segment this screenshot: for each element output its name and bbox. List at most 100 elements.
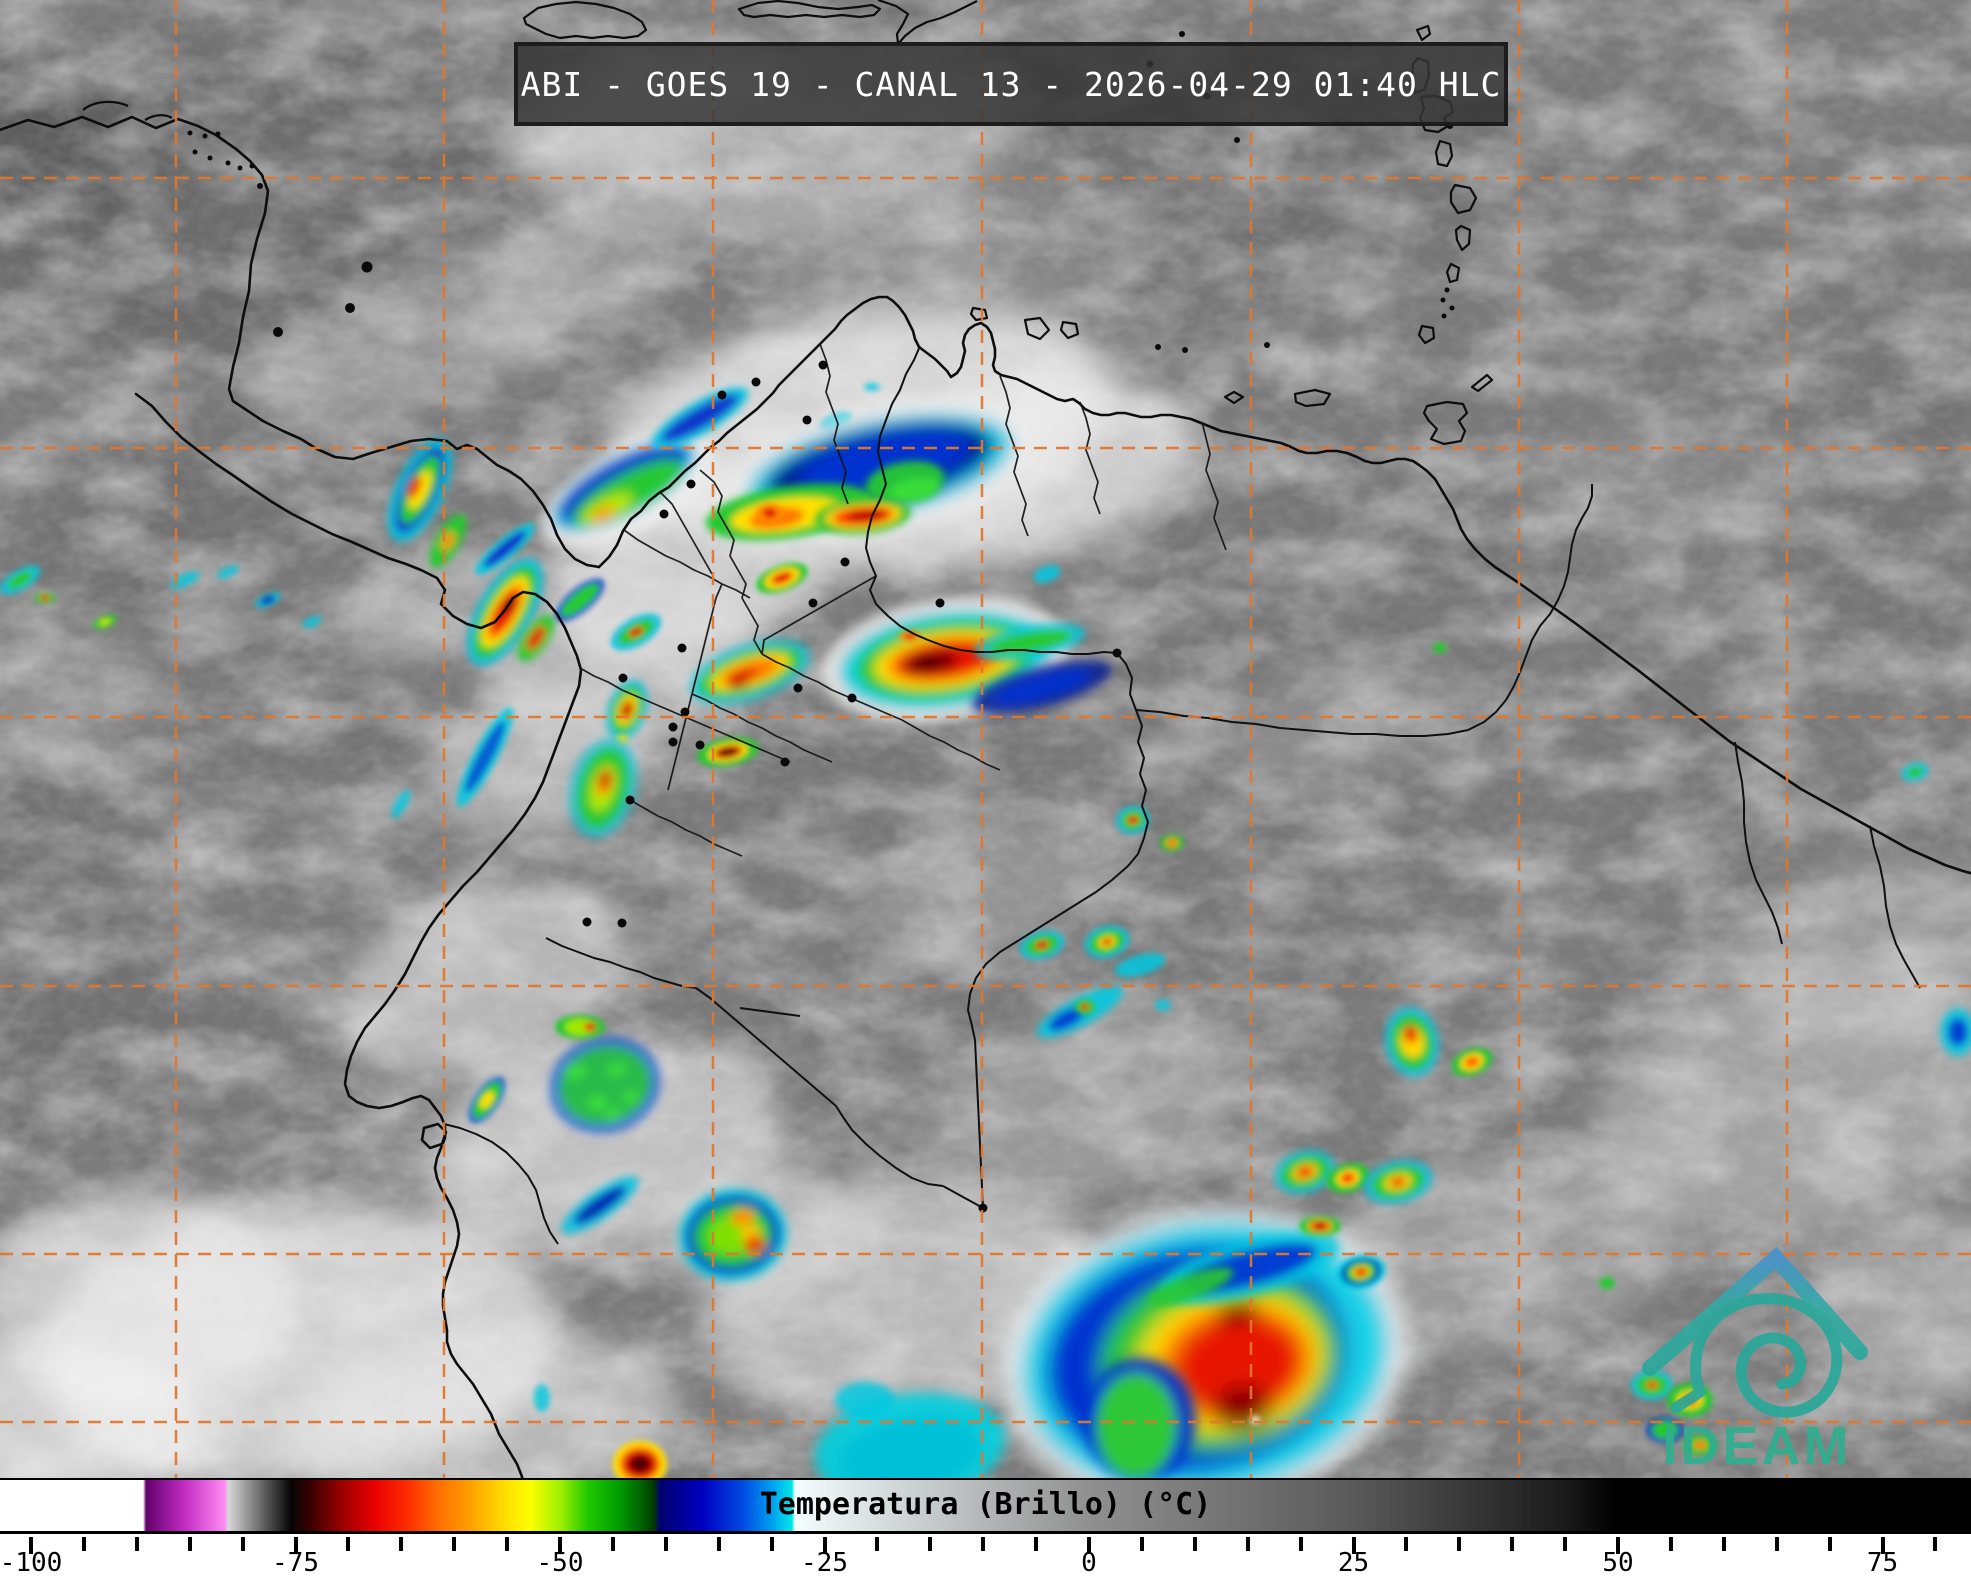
city-dot — [625, 795, 635, 805]
storm-cell-layer — [631, 1456, 649, 1472]
colorbar-tick — [346, 1537, 351, 1551]
storm-cell-layer — [1465, 1056, 1479, 1068]
storm-cell-layer — [1646, 1381, 1658, 1389]
islet-dot — [1449, 305, 1455, 311]
border-peru-straight — [739, 1007, 801, 1017]
storm-cell — [517, 614, 555, 662]
colorbar-tick — [1721, 1537, 1726, 1551]
storm-cell-layer — [743, 1237, 766, 1254]
city-dot — [717, 390, 727, 400]
island-haiti-peninsula — [737, 0, 882, 19]
storm-cell — [170, 571, 200, 589]
storm-cell — [1451, 1047, 1493, 1077]
city-dot — [751, 377, 761, 387]
city-markers — [187, 31, 1455, 1213]
storm-cell-layer — [1355, 1267, 1367, 1277]
storm-cell-layer — [905, 633, 915, 639]
border-colombia-peru — [695, 987, 944, 1187]
storm-cell-layer — [1155, 999, 1171, 1011]
storm-cell-layer — [720, 747, 736, 757]
storm-cell-layer — [483, 531, 527, 567]
colorbar-tick — [769, 1537, 774, 1551]
storm-cell-layer — [888, 477, 941, 504]
storm-cell — [216, 565, 240, 579]
storm-cell-layer — [534, 1384, 550, 1412]
island-grenadines-1 — [1454, 224, 1472, 252]
storm-cell-layer — [7, 571, 33, 589]
storm-cell-layer — [628, 626, 644, 638]
city-dot — [840, 557, 850, 567]
border-colombia-venezuela — [865, 345, 1118, 655]
storm-cell — [302, 615, 322, 629]
colorbar-tick — [134, 1537, 139, 1551]
storm-cell — [1114, 953, 1166, 977]
city-dot — [668, 737, 678, 747]
storm-cell-layer — [1033, 565, 1061, 583]
island-guadeloupe — [1415, 24, 1432, 42]
colorbar-tick — [928, 1537, 933, 1551]
islet-dot — [273, 327, 283, 337]
island-guayaquil — [420, 1122, 448, 1150]
storm-cell-layer — [841, 1416, 981, 1478]
colorbar-tick — [610, 1537, 615, 1551]
colorbar-tick — [1880, 1537, 1885, 1554]
storm-cell-layer — [1215, 1299, 1260, 1325]
storm-cell-layer — [260, 595, 276, 605]
storm-cell — [1599, 1277, 1615, 1289]
city-dot — [808, 598, 818, 608]
storm-cell-layer — [1127, 815, 1139, 825]
storm-cell — [569, 738, 637, 838]
islet-dot — [257, 183, 263, 189]
colorbar-tick — [1774, 1537, 1779, 1551]
storm-cell — [1901, 762, 1929, 782]
coast-central-america — [0, 115, 601, 569]
border-colombia-brazil — [967, 865, 1129, 1041]
colorbar-tick — [505, 1537, 510, 1551]
storm-cell-layer — [730, 1209, 755, 1226]
colorbar-tick — [1351, 1537, 1356, 1554]
storm-cell-layer — [170, 571, 200, 589]
storm-cell-layer — [99, 618, 111, 626]
colorbar-tick — [1616, 1537, 1620, 1554]
border-venezuela-brazil — [1135, 484, 1593, 737]
storm-cell-layer — [864, 383, 880, 391]
colorbar-tick-label: -50 — [536, 1548, 584, 1577]
colorbar-tick — [1139, 1537, 1144, 1551]
storm-cell-layer — [740, 1225, 761, 1240]
storm-cell-layer — [565, 1019, 595, 1035]
storm-cell-layer — [623, 1090, 639, 1103]
department-borders — [579, 343, 1227, 857]
colorbar-tick — [1510, 1537, 1515, 1551]
colorbar-tick — [1404, 1537, 1409, 1551]
storm-cell — [1433, 643, 1447, 653]
storm-cell — [475, 523, 535, 575]
storm-cell-layer — [847, 509, 887, 522]
colorbar-tick — [558, 1537, 562, 1554]
storm-cell-layer — [560, 583, 600, 617]
city-dot — [582, 917, 592, 927]
storm-cell — [1299, 1216, 1341, 1236]
island-grenada — [1417, 324, 1436, 345]
city-dot — [668, 722, 678, 732]
colorbar-tick — [981, 1537, 986, 1551]
storm-cell-layer — [1599, 1277, 1615, 1289]
ideam-logo-text: IDEAM — [1663, 1416, 1852, 1476]
storm-cell-layer — [604, 1108, 621, 1120]
storm-cell — [1384, 1007, 1440, 1077]
storm-cell — [1326, 1163, 1370, 1193]
storm-cell — [1940, 1008, 1971, 1056]
storm-cell — [651, 387, 749, 449]
storm-cell-layer — [771, 571, 793, 585]
storm-cell — [864, 383, 880, 391]
storm-cell-layer — [1693, 1441, 1707, 1449]
colorbar-tick — [1192, 1537, 1197, 1551]
storm-cell — [756, 562, 808, 594]
storm-cell-layer — [587, 1095, 608, 1110]
storm-cell-layer — [1313, 1222, 1327, 1230]
city-dot — [793, 683, 803, 693]
storm-cell — [1075, 1000, 1095, 1014]
storm-cell — [540, 432, 714, 550]
colorbar-tick — [875, 1537, 880, 1551]
colorbar-tick-label: -75 — [272, 1548, 319, 1577]
colorbar-tick — [1668, 1537, 1673, 1551]
